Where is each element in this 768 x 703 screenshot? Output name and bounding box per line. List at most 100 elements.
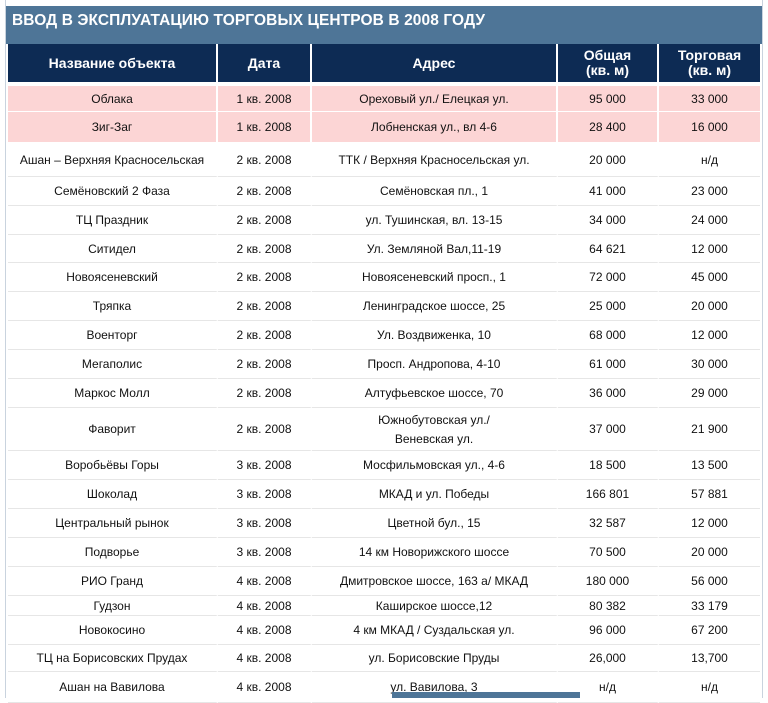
- table-row: Тряпка 2 кв. 2008 Ленинградское шоссе, 25 2…: [8, 292, 760, 321]
- table-row: Ситидел 2 кв. 2008 Ул. Земляной Вал,11-19 6…: [8, 235, 760, 263]
- table-row: Гудзон 4 кв. 2008 Каширское шоссе,12 80 382…: [8, 596, 760, 616]
- cell-retail-area: 21 900: [659, 408, 760, 451]
- cell-address: МКАД и ул. Победы: [312, 480, 558, 509]
- cell-name: РИО Гранд: [8, 567, 218, 596]
- table-row: Зиг-Заг 1 кв. 2008 Лобненская ул., вл 4-6 2…: [8, 112, 760, 143]
- cell-date: 2 кв. 2008: [218, 321, 312, 350]
- cell-address: Южнобутовская ул./ Веневская ул.: [312, 408, 558, 451]
- cell-date: 4 кв. 2008: [218, 672, 312, 703]
- table-row: Новоясеневский 2 кв. 2008 Новоясеневский п…: [8, 263, 760, 292]
- table-header-row: Название объекта Дата Адрес Общая (кв. м)…: [8, 44, 760, 82]
- cell-retail-area: 33 000: [659, 86, 760, 112]
- cell-date: 2 кв. 2008: [218, 408, 312, 451]
- cell-total-area: 37 000: [558, 408, 659, 451]
- cell-total-area: 32 587: [558, 509, 659, 538]
- cell-name: Воробьёвы Горы: [8, 451, 218, 480]
- table-row: Подворье 3 кв. 2008 14 км Новорижского шос…: [8, 538, 760, 567]
- cell-name: Тряпка: [8, 292, 218, 321]
- header-spacer: [8, 82, 760, 86]
- cell-name: Военторг: [8, 321, 218, 350]
- cell-retail-area: 13 500: [659, 451, 760, 480]
- cell-name: Центральный рынок: [8, 509, 218, 538]
- table-row: ТЦ Праздник 2 кв. 2008 ул. Тушинская, вл. …: [8, 206, 760, 235]
- page-title: ВВОД В ЭКСПЛУАТАЦИЮ ТОРГОВЫХ ЦЕНТРОВ В 2…: [6, 6, 762, 44]
- address-line-1: Южнобутовская ул./: [378, 412, 490, 427]
- cell-total-area: 41 000: [558, 177, 659, 206]
- cell-retail-area: 12 000: [659, 509, 760, 538]
- cell-total-area: н/д: [558, 672, 659, 703]
- cell-name: Подворье: [8, 538, 218, 567]
- cell-retail-area: 24 000: [659, 206, 760, 235]
- cell-name: Ашан – Верхняя Красносельская: [8, 143, 218, 177]
- bottom-tab-strip: [392, 692, 580, 698]
- column-header-address: Адрес: [312, 44, 558, 82]
- cell-retail-area: н/д: [659, 143, 760, 177]
- cell-total-area: 96 000: [558, 616, 659, 645]
- table-row: Фаворит 2 кв. 2008 Южнобутовская ул./ Венев…: [8, 408, 760, 451]
- cell-date: 3 кв. 2008: [218, 480, 312, 509]
- cell-retail-area: 12 000: [659, 235, 760, 263]
- address-line-2: Веневская ул.: [394, 431, 474, 446]
- cell-date: 4 кв. 2008: [218, 596, 312, 616]
- cell-name: ТЦ на Борисовских Прудах: [8, 645, 218, 672]
- table-row: Ашан на Вавилова 4 кв. 2008 ул. Вавилова, …: [8, 672, 760, 703]
- column-header-name: Название объекта: [8, 44, 218, 82]
- cell-date: 2 кв. 2008: [218, 350, 312, 379]
- cell-total-area: 20 000: [558, 143, 659, 177]
- cell-name: Зиг-Заг: [8, 112, 218, 143]
- cell-total-area: 72 000: [558, 263, 659, 292]
- cell-name: Ашан на Вавилова: [8, 672, 218, 703]
- cell-date: 2 кв. 2008: [218, 143, 312, 177]
- cell-retail-area: 57 881: [659, 480, 760, 509]
- cell-total-area: 28 400: [558, 112, 659, 143]
- cell-date: 2 кв. 2008: [218, 206, 312, 235]
- table-row: Облака 1 кв. 2008 Ореховый ул./ Елецкая ул…: [8, 86, 760, 112]
- table-row: Военторг 2 кв. 2008 Ул. Воздвиженка, 10 68 …: [8, 321, 760, 350]
- cell-name: Ситидел: [8, 235, 218, 263]
- cell-name: Гудзон: [8, 596, 218, 616]
- cell-name: Маркос Молл: [8, 379, 218, 408]
- cell-retail-area: 23 000: [659, 177, 760, 206]
- cell-name: Семёновский 2 Фаза: [8, 177, 218, 206]
- cell-address: Каширское шоссе,12: [312, 596, 558, 616]
- cell-total-area: 64 621: [558, 235, 659, 263]
- cell-address: Просп. Андропова, 4-10: [312, 350, 558, 379]
- cell-retail-area: 30 000: [659, 350, 760, 379]
- cell-address: Цветной бул., 15: [312, 509, 558, 538]
- cell-address: Ул. Земляной Вал,11-19: [312, 235, 558, 263]
- cell-retail-area: н/д: [659, 672, 760, 703]
- cell-date: 3 кв. 2008: [218, 509, 312, 538]
- cell-date: 2 кв. 2008: [218, 177, 312, 206]
- cell-date: 1 кв. 2008: [218, 86, 312, 112]
- cell-address: Новоясеневский просп., 1: [312, 263, 558, 292]
- cell-name: Мегаполис: [8, 350, 218, 379]
- cell-total-area: 34 000: [558, 206, 659, 235]
- cell-date: 4 кв. 2008: [218, 616, 312, 645]
- cell-total-area: 61 000: [558, 350, 659, 379]
- cell-retail-area: 12 000: [659, 321, 760, 350]
- table-row: Шоколад 3 кв. 2008 МКАД и ул. Победы 166 80…: [8, 480, 760, 509]
- table-row: Мегаполис 2 кв. 2008 Просп. Андропова, 4-1…: [8, 350, 760, 379]
- cell-address: Дмитровское шоссе, 163 а/ МКАД: [312, 567, 558, 596]
- cell-retail-area: 16 000: [659, 112, 760, 143]
- cell-name: Фаворит: [8, 408, 218, 451]
- table-row: Воробьёвы Горы 3 кв. 2008 Мосфильмовская у…: [8, 451, 760, 480]
- cell-address: Мосфильмовская ул., 4-6: [312, 451, 558, 480]
- cell-date: 3 кв. 2008: [218, 538, 312, 567]
- table-row: Новокосино 4 кв. 2008 4 км МКАД / Суздальс…: [8, 616, 760, 645]
- cell-address: Ул. Воздвиженка, 10: [312, 321, 558, 350]
- cell-date: 4 кв. 2008: [218, 645, 312, 672]
- cell-total-area: 18 500: [558, 451, 659, 480]
- cell-name: Облака: [8, 86, 218, 112]
- cell-address: ТТК / Верхняя Красносельская ул.: [312, 143, 558, 177]
- cell-total-area: 26,000: [558, 645, 659, 672]
- cell-date: 3 кв. 2008: [218, 451, 312, 480]
- table-row: Маркос Молл 2 кв. 2008 Алтуфьевское шоссе,…: [8, 379, 760, 408]
- table-row: Семёновский 2 Фаза 2 кв. 2008 Семёновская …: [8, 177, 760, 206]
- cell-address: ул. Борисовские Пруды: [312, 645, 558, 672]
- cell-date: 2 кв. 2008: [218, 235, 312, 263]
- table-row: ТЦ на Борисовских Прудах 4 кв. 2008 ул. Бо…: [8, 645, 760, 672]
- cell-address: 14 км Новорижского шоссе: [312, 538, 558, 567]
- cell-total-area: 36 000: [558, 379, 659, 408]
- cell-retail-area: 45 000: [659, 263, 760, 292]
